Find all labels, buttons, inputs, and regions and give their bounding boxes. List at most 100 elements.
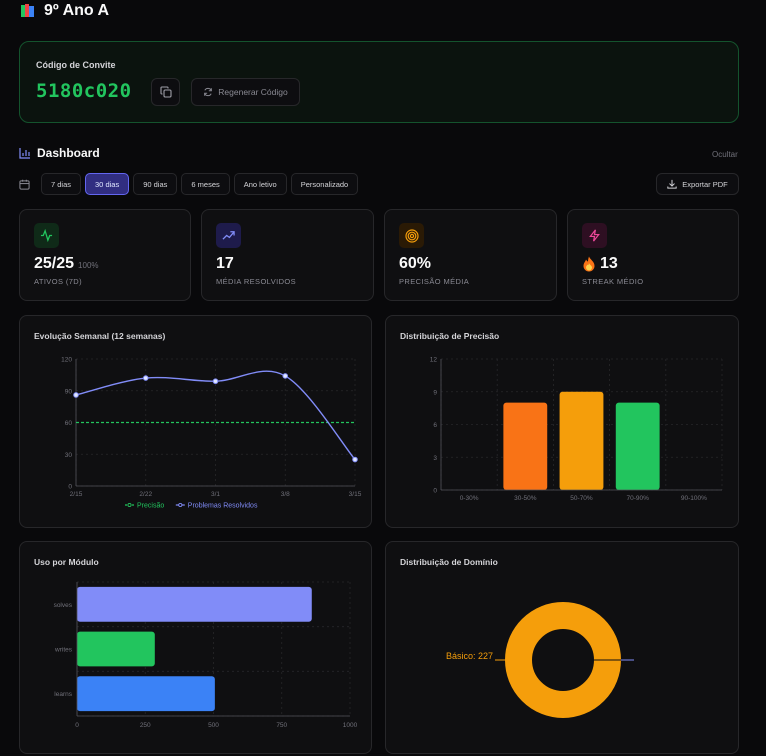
domain-distribution-chart: Básico: 227 bbox=[446, 602, 634, 718]
x-tick-label: 3/15 bbox=[349, 491, 362, 498]
chart-title: Distribuição de Domínio bbox=[400, 557, 498, 567]
bar-70-90% bbox=[615, 402, 660, 490]
y-tick-label: 9 bbox=[433, 389, 437, 396]
y-tick-label: 30 bbox=[65, 452, 73, 459]
stat-value: 60% bbox=[399, 255, 431, 273]
bar-chart-icon bbox=[19, 148, 30, 159]
bar-writes bbox=[77, 631, 155, 667]
range-button[interactable]: Personalizado bbox=[290, 173, 359, 195]
y-tick-label: 3 bbox=[433, 455, 437, 462]
copy-code-button[interactable] bbox=[151, 78, 180, 106]
activity-icon bbox=[34, 223, 59, 248]
y-tick-label: 12 bbox=[430, 357, 438, 364]
target-icon bbox=[399, 223, 424, 248]
invite-code: 5180c020 bbox=[36, 80, 132, 102]
range-button[interactable]: 7 dias bbox=[41, 173, 82, 195]
x-tick-label: 2/15 bbox=[70, 491, 83, 498]
dashboard-title-text: Dashboard bbox=[37, 146, 100, 160]
range-button[interactable]: 90 dias bbox=[133, 173, 178, 195]
bar-30-50% bbox=[503, 402, 548, 490]
y-tick-label: 0 bbox=[433, 488, 437, 495]
page-title: 9º Ano A bbox=[44, 2, 110, 19]
range-selector: 7 dias 30 dias 90 dias 6 meses Ano letivo Per… bbox=[19, 173, 359, 195]
stat-card-streak: 13 STREAK MÉDIO bbox=[567, 209, 739, 301]
bar-50-70% bbox=[559, 391, 604, 490]
x-tick-label: 250 bbox=[140, 722, 151, 729]
refresh-icon bbox=[204, 87, 213, 97]
trending-up-icon bbox=[216, 223, 241, 248]
bar-learns bbox=[77, 676, 215, 712]
hide-dashboard-link[interactable]: Ocultar bbox=[712, 150, 738, 159]
legend-marker bbox=[127, 502, 132, 508]
weekly-evolution-chart: 0 30 60 90 120 2/15 2/22 3/1 3/8 3/15 Precisão Prob… bbox=[61, 357, 362, 510]
calendar-icon bbox=[19, 179, 30, 190]
precision-distribution-card: Distribuição de Precisão 0 3 6 9 12 0-30% 30-5… bbox=[385, 315, 739, 528]
regenerate-label: Regenerar Código bbox=[218, 87, 288, 97]
module-usage-card: Uso por Módulo 0 250 500 750 1000 solves write… bbox=[19, 541, 372, 754]
export-pdf-button[interactable]: Exportar PDF bbox=[656, 173, 739, 195]
y-tick-label: 120 bbox=[61, 357, 72, 364]
page-header: 9º Ano A bbox=[20, 0, 109, 22]
y-tick-label: writes bbox=[54, 647, 73, 654]
stat-label: ATIVOS (7D) bbox=[34, 277, 83, 286]
legend-label: Problemas Resolvidos bbox=[188, 503, 258, 510]
invite-label: Código de Convite bbox=[36, 60, 116, 70]
y-tick-label: solves bbox=[54, 602, 73, 609]
x-tick-label: 2/22 bbox=[139, 491, 152, 498]
y-tick-label: 6 bbox=[433, 422, 437, 429]
domain-distribution-card: Distribuição de Domínio Básico: 227 bbox=[385, 541, 739, 754]
x-tick-label: 30-50% bbox=[514, 495, 537, 502]
data-point bbox=[212, 378, 219, 385]
legend-label: Precisão bbox=[137, 503, 164, 510]
stat-card-precision: 60% PRECISÃO MÉDIA bbox=[384, 209, 557, 301]
weekly-evolution-card: Evolução Semanal (12 semanas) 0 30 60 90 120… bbox=[19, 315, 372, 528]
x-tick-label: 0 bbox=[75, 722, 79, 729]
stat-label: MÉDIA RESOLVIDOS bbox=[216, 277, 297, 286]
chart-title: Uso por Módulo bbox=[34, 557, 99, 567]
books-icon bbox=[21, 4, 34, 17]
range-buttons: 7 dias 30 dias 90 dias 6 meses Ano letivo Per… bbox=[41, 173, 359, 195]
x-tick-label: 70-90% bbox=[626, 495, 649, 502]
data-point bbox=[73, 392, 79, 398]
export-label: Exportar PDF bbox=[682, 179, 728, 189]
range-button[interactable]: 6 meses bbox=[181, 173, 230, 195]
zap-icon bbox=[582, 223, 607, 248]
y-tick-label: 60 bbox=[65, 420, 73, 427]
stat-card-solved: 17 MÉDIA RESOLVIDOS bbox=[201, 209, 374, 301]
data-point bbox=[352, 456, 358, 463]
download-icon bbox=[667, 179, 677, 189]
slice-label: Básico: 227 bbox=[446, 651, 493, 661]
y-tick-label: learns bbox=[54, 691, 72, 698]
stat-value-text: 13 bbox=[600, 255, 618, 272]
x-tick-label: 3/1 bbox=[211, 491, 220, 498]
stat-label: PRECISÃO MÉDIA bbox=[399, 277, 470, 286]
stat-label: STREAK MÉDIO bbox=[582, 277, 644, 286]
range-button[interactable]: Ano letivo bbox=[233, 173, 287, 195]
x-tick-label: 50-70% bbox=[570, 495, 593, 502]
stat-card-active: 25/25 100% ATIVOS (7D) bbox=[19, 209, 191, 301]
x-tick-label: 90-100% bbox=[681, 495, 707, 502]
stat-value: 17 bbox=[216, 255, 234, 273]
fire-icon bbox=[583, 256, 595, 272]
range-button[interactable]: 30 dias bbox=[85, 173, 130, 195]
legend-marker bbox=[178, 502, 183, 508]
dashboard-title: Dashboard bbox=[19, 146, 100, 160]
invite-card: Código de Convite 5180c020 Regenerar Cód… bbox=[19, 41, 739, 123]
x-tick-label: 3/8 bbox=[281, 491, 290, 498]
x-tick-label: 500 bbox=[208, 722, 219, 729]
y-tick-label: 0 bbox=[68, 484, 72, 491]
x-tick-label: 0-30% bbox=[460, 495, 479, 502]
stat-sub-text: 100% bbox=[78, 261, 99, 270]
x-tick-label: 750 bbox=[276, 722, 287, 729]
stat-value: 25/25 100% bbox=[34, 255, 99, 273]
stat-value-text: 17 bbox=[216, 255, 234, 272]
stat-value-text: 25/25 bbox=[34, 255, 75, 272]
data-point bbox=[282, 373, 289, 379]
chart-title: Distribuição de Precisão bbox=[400, 331, 500, 341]
data-point bbox=[142, 375, 149, 381]
stat-value-text: 60% bbox=[399, 255, 432, 272]
chart-title: Evolução Semanal (12 semanas) bbox=[34, 331, 166, 341]
bar-solves bbox=[77, 586, 312, 622]
regenerate-code-button[interactable]: Regenerar Código bbox=[191, 78, 300, 106]
stat-value: 13 bbox=[582, 255, 618, 273]
